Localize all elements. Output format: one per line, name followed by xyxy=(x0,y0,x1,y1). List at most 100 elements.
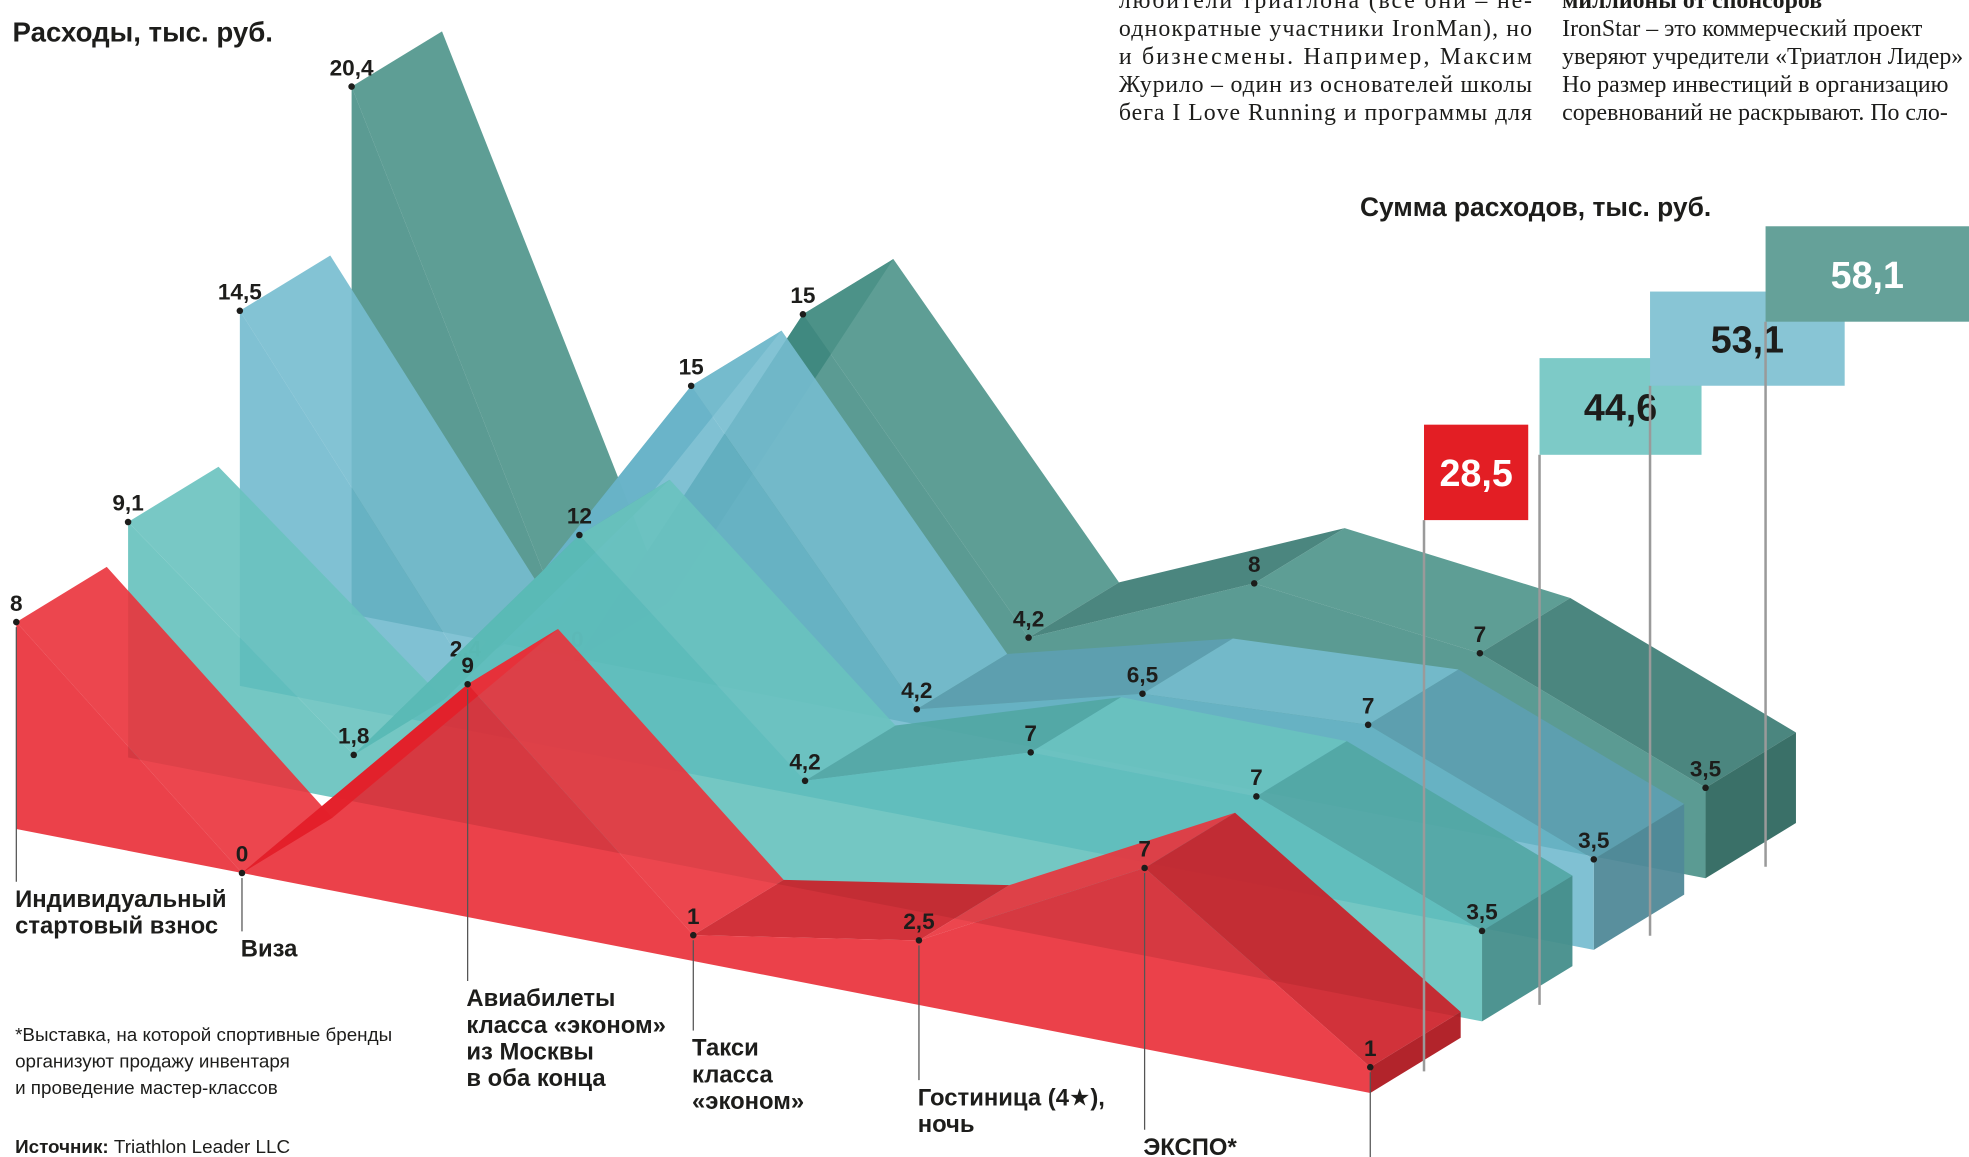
data-point xyxy=(350,751,358,759)
text-line: «эконом» xyxy=(692,1088,804,1115)
category-label: Гостиница (4★), ночь xyxy=(918,1084,1105,1138)
value-label: 14,5 xyxy=(218,279,262,304)
total-label: 44,6 xyxy=(1584,386,1657,428)
article-line: бега I Love Running и программы для xyxy=(1119,100,1532,126)
ribbon-end xyxy=(1705,732,1796,879)
text-line: из Москвы xyxy=(466,1039,593,1066)
ribbon-top xyxy=(802,259,1119,638)
data-point xyxy=(1141,864,1148,872)
total-label: 53,1 xyxy=(1711,318,1784,360)
total-box xyxy=(1765,226,1969,322)
data-point xyxy=(1702,784,1709,792)
data-point xyxy=(13,618,20,626)
value-label: 7 xyxy=(1250,765,1263,790)
data-point xyxy=(1025,634,1032,641)
ribbon-top xyxy=(16,566,333,873)
article-line: и бизнесмены. Например, Максим xyxy=(1119,44,1532,70)
value-label: 1,8 xyxy=(338,724,369,749)
category-label: Авиабилеты класса «эконом» из Москвы в оба … xyxy=(466,985,665,1092)
ribbon-front xyxy=(16,622,1371,1093)
text-line: Авиабилеты xyxy=(466,985,615,1012)
total-label: 58,1 xyxy=(1831,254,1904,296)
ribbon-top xyxy=(1254,528,1571,654)
total-box xyxy=(1424,424,1529,521)
value-label: 12 xyxy=(567,504,592,529)
ribbon-top xyxy=(918,812,1236,941)
data-point xyxy=(238,869,246,877)
ribbon-top xyxy=(1368,669,1685,860)
ribbon-top xyxy=(916,638,1233,710)
category-label: Виза xyxy=(241,935,298,962)
value-label: 7 xyxy=(1024,721,1037,746)
footnote: организуют продажу инвентаря xyxy=(15,1051,290,1072)
data-point xyxy=(1590,856,1598,863)
ribbon-top xyxy=(351,31,668,659)
footnote: *Выставка, на которой спортивные бренды xyxy=(15,1024,392,1045)
data-point xyxy=(1476,649,1484,657)
footnote: и проведение мастер-классов xyxy=(15,1077,278,1098)
total-label: 28,5 xyxy=(1439,452,1512,494)
totals-title: Сумма расходов, тыс. руб. xyxy=(1360,192,1711,222)
ribbon-top xyxy=(691,330,1008,710)
value-label: 1 xyxy=(687,904,700,929)
data-point xyxy=(801,777,809,785)
data-point xyxy=(236,307,244,315)
data-point xyxy=(915,937,923,944)
text-line: стартовый взнос xyxy=(15,913,218,940)
data-point xyxy=(1027,749,1034,756)
data-point xyxy=(687,382,695,390)
article-line: миллионы от спонсоров xyxy=(1562,0,1822,14)
value-label: 4,2 xyxy=(789,750,820,775)
value-label: 6,5 xyxy=(1127,662,1158,687)
data-point xyxy=(124,518,132,526)
data-point xyxy=(1366,1063,1374,1071)
value-label: 7 xyxy=(1362,694,1375,719)
ribbon-top xyxy=(1256,741,1573,931)
ribbon-top xyxy=(1142,638,1459,725)
source: Источник: Triathlon Leader LLC xyxy=(15,1136,290,1157)
article-line: соревнований не раскрывают. По сло- xyxy=(1562,100,1948,126)
text-line: Такси xyxy=(692,1035,759,1062)
ribbon-top xyxy=(1028,528,1345,638)
data-point xyxy=(576,531,583,539)
article-line: любители триатлона (все они – не- xyxy=(1119,0,1532,14)
text-line: класса xyxy=(692,1061,773,1088)
ribbon-end xyxy=(1593,804,1685,950)
value-label: 3,5 xyxy=(1578,828,1609,853)
data-point xyxy=(913,705,921,713)
value-label: 7 xyxy=(1474,622,1487,647)
article-line: уверяют учредители «Триатлон Лидер» xyxy=(1562,44,1963,70)
ribbon-top xyxy=(1030,697,1347,797)
category-label: Такси класса «эконом» xyxy=(692,1035,804,1115)
article-line: Журило – один из основателей школы xyxy=(1119,72,1532,98)
value-label: 0 xyxy=(236,842,249,867)
value-label: 9,1 xyxy=(112,491,143,516)
text-line: ночь xyxy=(918,1111,975,1138)
ribbon-top xyxy=(128,466,445,755)
source-label: Источник: xyxy=(15,1136,109,1157)
text-line: Гостиница (4★), xyxy=(918,1084,1105,1111)
category-label: ЭКСПО* xyxy=(1143,1134,1237,1157)
value-label: 3,5 xyxy=(1690,756,1721,781)
ribbon-top xyxy=(1144,812,1461,1068)
data-point xyxy=(1253,793,1260,800)
value-label: 4,2 xyxy=(1013,606,1044,631)
ribbon-top xyxy=(1479,597,1796,788)
ribbon-top xyxy=(579,479,896,781)
ribbon-top xyxy=(805,697,1122,781)
text-line: класса «эконом» xyxy=(466,1012,665,1039)
ribbon-top xyxy=(693,879,1010,941)
text-line: в оба конца xyxy=(466,1065,606,1092)
data-point xyxy=(1364,721,1372,729)
data-point xyxy=(464,680,471,688)
value-label: 9 xyxy=(461,653,474,678)
text-line: Индивидуальный xyxy=(15,886,227,913)
value-label: 20,4 xyxy=(330,55,374,80)
value-label: 15 xyxy=(679,355,704,380)
value-label: 8 xyxy=(1248,552,1261,577)
value-label: 1 xyxy=(1364,1036,1377,1061)
value-label: 4,2 xyxy=(901,678,932,703)
data-point xyxy=(1139,690,1146,697)
value-label: 15 xyxy=(790,283,815,308)
